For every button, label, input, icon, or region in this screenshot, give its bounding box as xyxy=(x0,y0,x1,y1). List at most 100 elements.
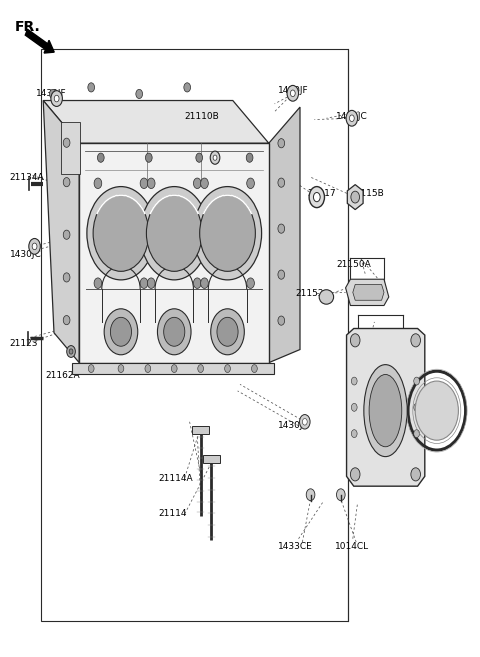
Circle shape xyxy=(88,83,95,92)
Circle shape xyxy=(414,377,420,385)
Circle shape xyxy=(87,187,155,280)
Text: 21117: 21117 xyxy=(307,189,336,198)
Circle shape xyxy=(184,83,191,92)
Circle shape xyxy=(136,89,143,99)
Circle shape xyxy=(140,278,148,288)
Circle shape xyxy=(193,278,201,288)
Circle shape xyxy=(63,177,70,187)
Text: 21150A: 21150A xyxy=(336,260,371,269)
Circle shape xyxy=(97,153,104,162)
Polygon shape xyxy=(43,101,79,363)
Circle shape xyxy=(140,187,208,280)
Circle shape xyxy=(94,278,102,288)
Circle shape xyxy=(278,139,285,148)
Circle shape xyxy=(88,365,94,373)
Text: 1571TC: 1571TC xyxy=(180,189,214,198)
Circle shape xyxy=(104,309,138,355)
Text: 21110B: 21110B xyxy=(185,112,219,121)
Circle shape xyxy=(278,224,285,233)
Circle shape xyxy=(313,193,320,202)
Text: 1430JF: 1430JF xyxy=(36,89,67,98)
Circle shape xyxy=(290,90,295,97)
Circle shape xyxy=(198,365,204,373)
Text: 1430JC: 1430JC xyxy=(278,421,310,430)
FancyArrow shape xyxy=(25,30,54,53)
Circle shape xyxy=(69,349,73,354)
Circle shape xyxy=(278,270,285,279)
Circle shape xyxy=(164,317,185,346)
Text: 1430JF: 1430JF xyxy=(278,86,309,95)
Circle shape xyxy=(213,155,217,160)
Circle shape xyxy=(351,430,357,438)
Circle shape xyxy=(247,178,254,189)
Circle shape xyxy=(217,317,238,346)
Circle shape xyxy=(414,403,420,411)
Circle shape xyxy=(278,316,285,325)
Circle shape xyxy=(51,91,62,106)
Circle shape xyxy=(225,365,230,373)
Text: 1430JC: 1430JC xyxy=(10,250,41,259)
Text: 1571RC: 1571RC xyxy=(180,174,215,183)
Ellipse shape xyxy=(319,290,334,304)
Circle shape xyxy=(201,178,208,189)
Polygon shape xyxy=(203,455,220,463)
Circle shape xyxy=(94,178,102,189)
Text: 1014CL: 1014CL xyxy=(335,542,369,551)
Circle shape xyxy=(200,195,255,271)
Circle shape xyxy=(252,365,257,373)
Circle shape xyxy=(414,430,420,438)
Polygon shape xyxy=(43,101,269,143)
Polygon shape xyxy=(353,284,384,300)
Text: 21443: 21443 xyxy=(367,378,396,387)
Circle shape xyxy=(350,468,360,481)
Text: 21114A: 21114A xyxy=(158,474,193,483)
Circle shape xyxy=(118,365,124,373)
Text: 21162A: 21162A xyxy=(46,371,80,380)
Polygon shape xyxy=(72,363,274,374)
Circle shape xyxy=(171,365,177,373)
Circle shape xyxy=(336,489,345,501)
Text: 21134A: 21134A xyxy=(10,173,44,182)
Circle shape xyxy=(411,468,420,481)
Ellipse shape xyxy=(364,365,407,457)
Circle shape xyxy=(247,278,254,288)
Circle shape xyxy=(140,178,148,189)
Circle shape xyxy=(145,153,152,162)
Circle shape xyxy=(300,415,310,429)
Circle shape xyxy=(193,178,201,189)
Circle shape xyxy=(63,138,70,147)
Text: 21115B: 21115B xyxy=(349,189,384,198)
Circle shape xyxy=(157,309,191,355)
Text: 21114: 21114 xyxy=(158,509,187,518)
Circle shape xyxy=(411,334,420,347)
Circle shape xyxy=(346,110,358,126)
Polygon shape xyxy=(269,107,300,363)
Circle shape xyxy=(201,278,208,288)
Circle shape xyxy=(49,89,56,99)
Circle shape xyxy=(63,315,70,325)
Polygon shape xyxy=(348,185,363,210)
Circle shape xyxy=(29,238,40,254)
Polygon shape xyxy=(79,143,269,363)
Circle shape xyxy=(32,243,37,250)
Text: 21152: 21152 xyxy=(295,289,324,298)
Circle shape xyxy=(415,381,458,440)
Polygon shape xyxy=(346,279,389,306)
Circle shape xyxy=(302,419,307,425)
Circle shape xyxy=(63,273,70,282)
Circle shape xyxy=(306,489,315,501)
Circle shape xyxy=(309,187,324,208)
Circle shape xyxy=(93,195,149,271)
Text: 21123: 21123 xyxy=(10,339,38,348)
Text: FR.: FR. xyxy=(14,20,40,34)
Circle shape xyxy=(63,230,70,239)
Circle shape xyxy=(196,153,203,162)
Circle shape xyxy=(287,85,299,101)
Bar xyxy=(41,49,348,621)
Polygon shape xyxy=(347,328,425,486)
Circle shape xyxy=(351,403,357,411)
Circle shape xyxy=(145,365,151,373)
Circle shape xyxy=(147,278,155,288)
Circle shape xyxy=(67,346,75,357)
Polygon shape xyxy=(192,426,209,434)
